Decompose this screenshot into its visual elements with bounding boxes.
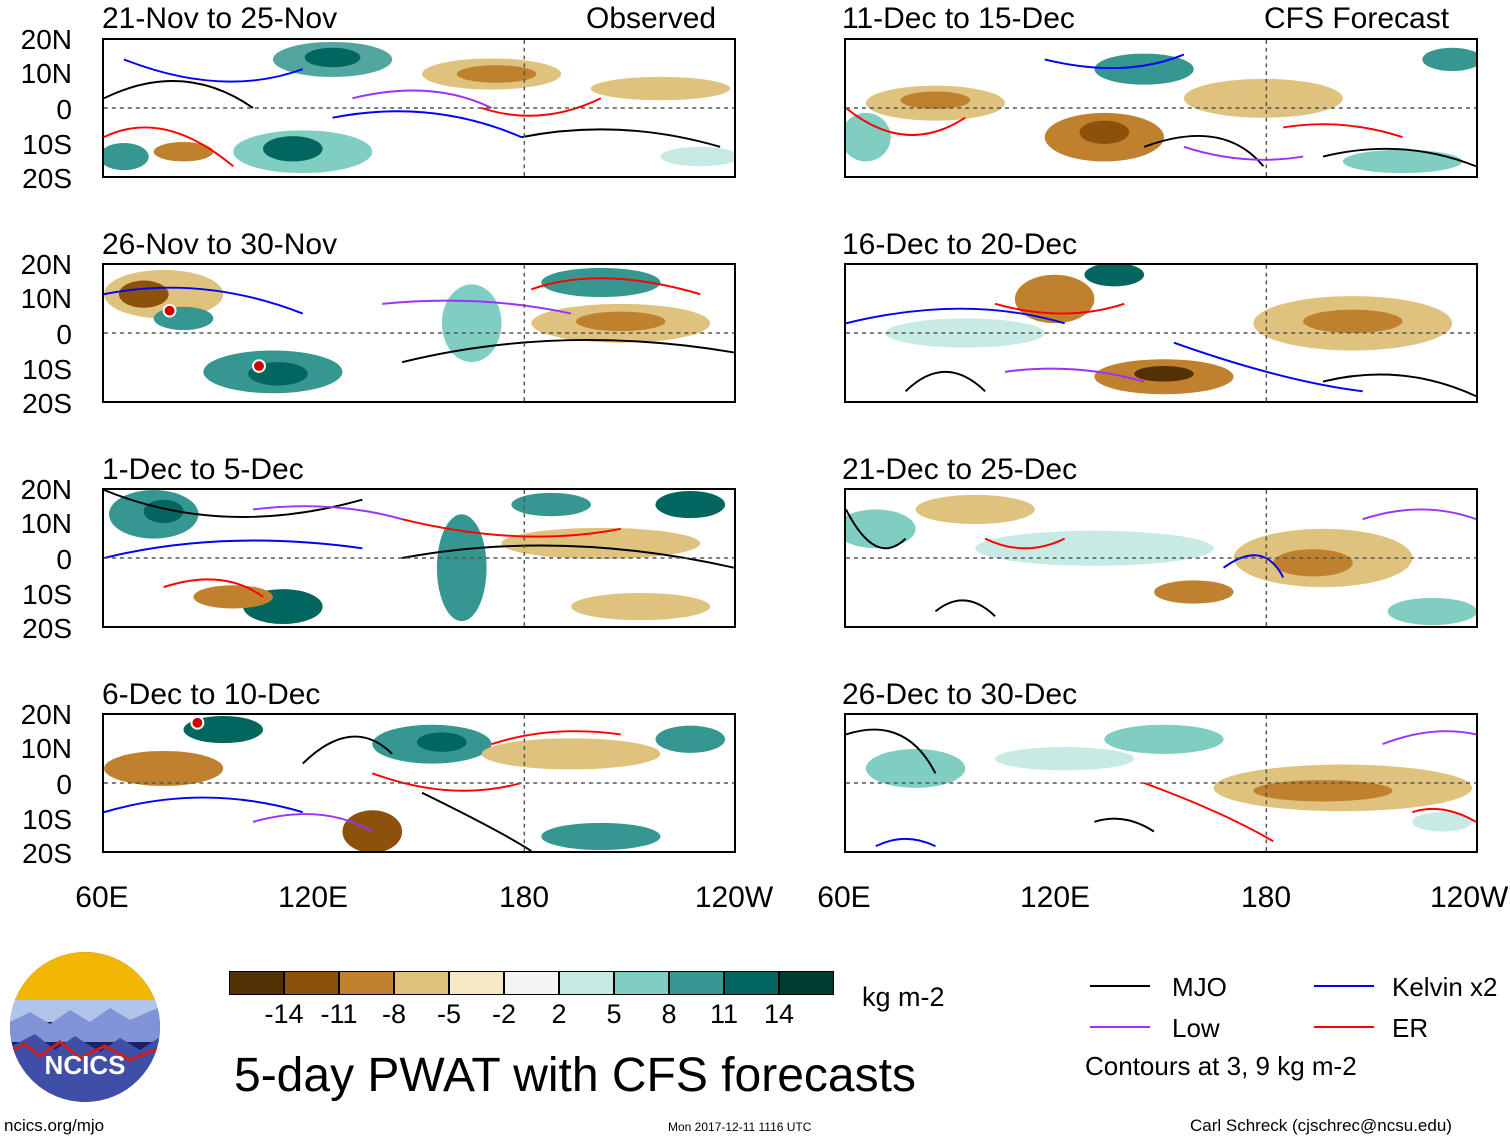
panel-title-obs-3: 1-Dec to 5-Dec — [102, 453, 304, 486]
map-panel-fcst-3 — [844, 488, 1478, 628]
colorbar-unit: kg m-2 — [862, 982, 945, 1012]
colorbar-swatch — [724, 971, 779, 995]
lat-label-20n: 20N — [20, 24, 72, 55]
lat-label-0: 0 — [56, 319, 72, 350]
lat-label-10s: 10S — [22, 129, 72, 160]
lat-label-10s: 10S — [22, 804, 72, 835]
colorbar-swatch — [614, 971, 669, 995]
colorbar-swatch — [669, 971, 724, 995]
lat-label-10s: 10S — [22, 579, 72, 610]
legend-line-kelvin — [1314, 985, 1374, 987]
colorbar-swatch — [559, 971, 614, 995]
lat-label-20s: 20S — [22, 163, 72, 194]
colorbar-swatch — [779, 971, 834, 995]
lat-label-20n: 20N — [20, 474, 72, 505]
panel-title-fcst-3: 21-Dec to 25-Dec — [842, 453, 1078, 486]
lon-label-180: 180 — [1240, 881, 1292, 914]
legend-label-mjo: MJO — [1172, 972, 1227, 1002]
lat-label-10n: 10N — [20, 733, 72, 764]
lon-label-60e: 60E — [75, 881, 129, 914]
colorbar-tick: 14 — [763, 999, 795, 1029]
lat-label-20s: 20S — [22, 388, 72, 419]
panel-title-fcst-2: 16-Dec to 20-Dec — [842, 228, 1078, 261]
map-panel-obs-4 — [102, 713, 736, 853]
footer-site-link[interactable]: ncics.org/mjo — [4, 1116, 105, 1135]
lon-label-120w: 120W — [694, 881, 774, 914]
colorbar-swatch — [229, 971, 284, 995]
map-panel-fcst-4 — [844, 713, 1478, 853]
map-panel-fcst-1 — [844, 38, 1478, 178]
lat-label-10n: 10N — [20, 508, 72, 539]
colorbar-swatch — [284, 971, 339, 995]
legend-label-kelvin: Kelvin x2 — [1392, 972, 1498, 1002]
panel-title-obs-4: 6-Dec to 10-Dec — [102, 678, 321, 711]
cfs-forecast-label: CFS Forecast — [1264, 2, 1450, 35]
lon-label-120e: 120E — [1019, 881, 1091, 914]
map-panel-obs-3 — [102, 488, 736, 628]
lon-label-180: 180 — [498, 881, 550, 914]
panel-title-obs-1: 21-Nov to 25-Nov — [102, 2, 338, 35]
panel-title-fcst-1: 11-Dec to 15-Dec — [842, 2, 1075, 35]
lon-label-120w: 120W — [1430, 881, 1509, 914]
legend-line-mjo — [1090, 985, 1150, 987]
lat-label-20s: 20S — [22, 613, 72, 644]
map-panel-fcst-2 — [844, 263, 1478, 403]
colorbar-swatch — [449, 971, 504, 995]
legend-label-low: Low — [1172, 1013, 1220, 1043]
lat-label-20n: 20N — [20, 249, 72, 280]
colorbar-tick: -14 — [264, 999, 304, 1029]
lat-label-20n: 20N — [20, 699, 72, 730]
footer-timestamp: Mon 2017-12-11 1116 UTC — [668, 1120, 812, 1134]
map-panel-obs-1 — [102, 38, 736, 178]
colorbar-tick: 2 — [551, 999, 567, 1029]
colorbar-tick: -5 — [436, 999, 461, 1029]
lat-label-20s: 20S — [22, 838, 72, 869]
colorbar-swatch — [504, 971, 559, 995]
main-title: 5-day PWAT with CFS forecasts — [234, 1049, 916, 1102]
footer-author: Carl Schreck (cjschrec@ncsu.edu) — [1190, 1116, 1452, 1135]
lat-label-0: 0 — [56, 769, 72, 800]
lat-label-10s: 10S — [22, 354, 72, 385]
colorbar-tick: 5 — [606, 999, 622, 1029]
legend-label-er: ER — [1392, 1013, 1429, 1043]
colorbar-tick: 8 — [661, 999, 677, 1029]
ncics-logo: NCICS — [10, 952, 160, 1102]
lat-label-10n: 10N — [20, 283, 72, 314]
lon-label-60e: 60E — [817, 881, 871, 914]
panel-title-obs-2: 26-Nov to 30-Nov — [102, 228, 338, 261]
colorbar-tick: -2 — [491, 999, 516, 1029]
colorbar-tick: -11 — [320, 999, 358, 1029]
lat-label-0: 0 — [56, 544, 72, 575]
colorbar-swatch — [339, 971, 394, 995]
lat-label-10n: 10N — [20, 58, 72, 89]
lon-label-120e: 120E — [277, 881, 349, 914]
map-panel-obs-2 — [102, 263, 736, 403]
colorbar-tick: -8 — [381, 999, 406, 1029]
colorbar-swatch — [394, 971, 449, 995]
legend-line-low — [1090, 1026, 1150, 1028]
colorbar-tick: 11 — [709, 999, 739, 1029]
legend-line-er — [1314, 1026, 1374, 1028]
logo-text: NCICS — [45, 1050, 126, 1080]
panel-title-fcst-4: 26-Dec to 30-Dec — [842, 678, 1078, 711]
lat-label-0: 0 — [56, 94, 72, 125]
legend-note: Contours at 3, 9 kg m-2 — [1085, 1051, 1357, 1081]
observed-label: Observed — [586, 2, 717, 35]
